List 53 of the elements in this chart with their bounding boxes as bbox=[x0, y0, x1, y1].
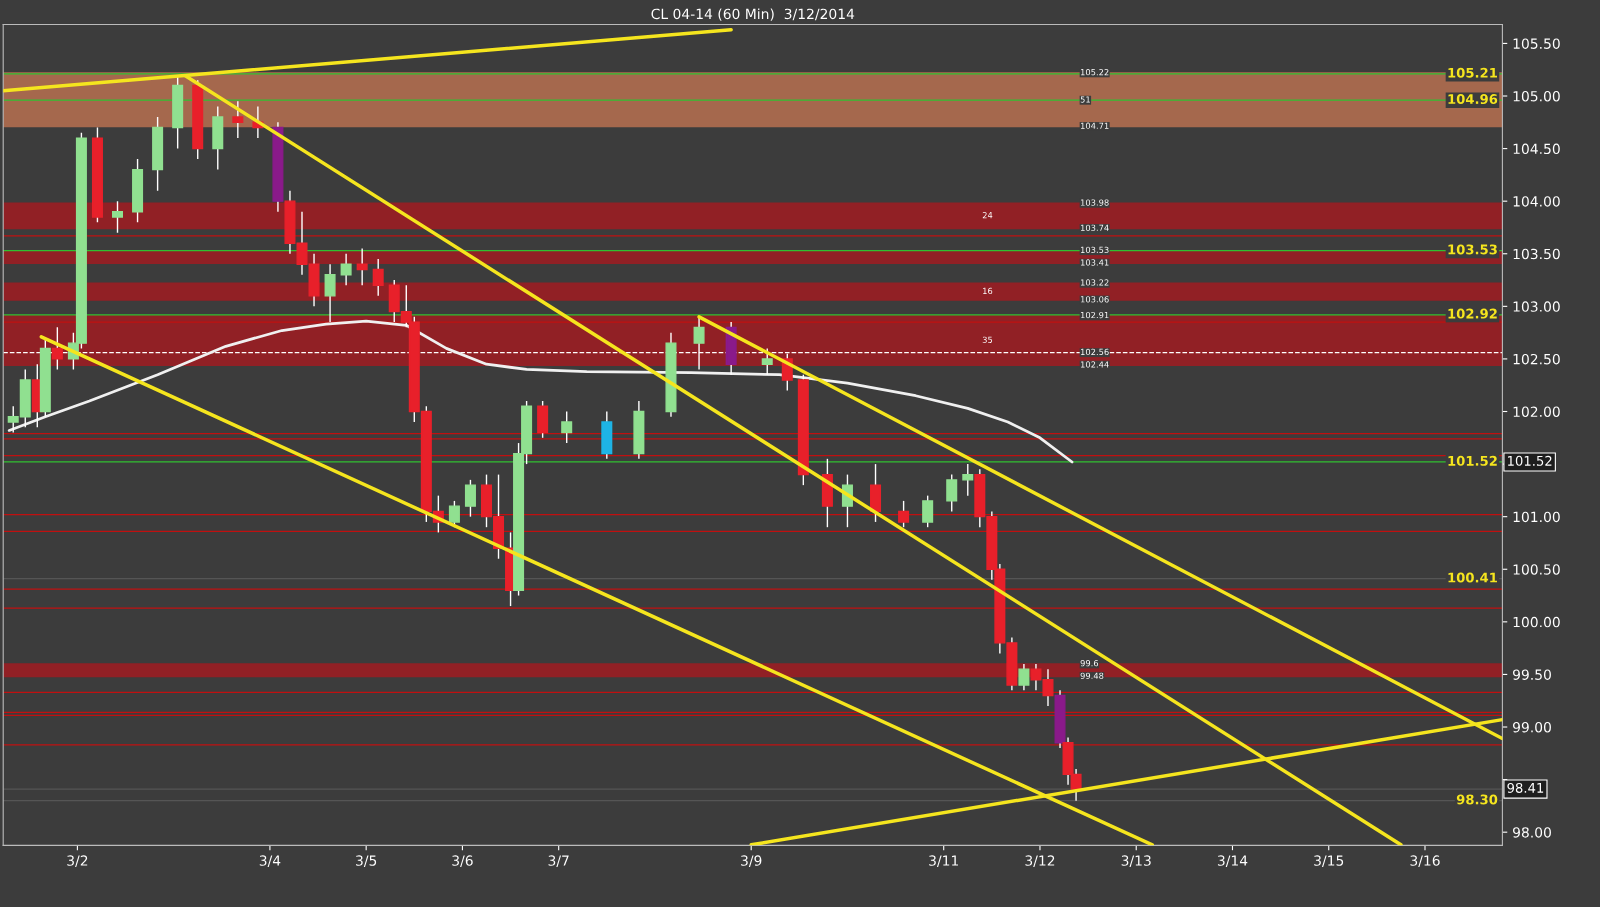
x-tick-label: 3/9 bbox=[741, 855, 762, 867]
band-label: 35 bbox=[982, 336, 993, 343]
x-tick-label: 3/13 bbox=[1121, 855, 1151, 867]
ref-line-label: 103.53 bbox=[1448, 244, 1497, 255]
annotation: 98.41 bbox=[1507, 782, 1544, 793]
ref-line-label: 102.92 bbox=[1448, 308, 1497, 319]
x-tick-label: 3/14 bbox=[1217, 855, 1248, 867]
y-tick-label: 105.00 bbox=[1513, 90, 1560, 102]
x-tick-label: 3/16 bbox=[1410, 855, 1440, 867]
x-tick-label: 3/15 bbox=[1314, 855, 1344, 867]
annotation: 103.74 bbox=[1080, 224, 1109, 231]
annotation: 102.44 bbox=[1080, 361, 1109, 368]
x-tick-label: 3/7 bbox=[548, 855, 569, 867]
annotation: 104.71 bbox=[1080, 122, 1109, 129]
y-tick-label: 103.50 bbox=[1513, 248, 1560, 260]
annotation: 105.22 bbox=[1080, 68, 1109, 76]
ref-line-label: 105.21 bbox=[1448, 67, 1497, 78]
annotation: 103.22 bbox=[1080, 279, 1109, 286]
annotation: 103.53 bbox=[1080, 246, 1109, 254]
ref-line-label: 98.30 bbox=[1456, 794, 1498, 805]
y-tick-label: 104.00 bbox=[1513, 196, 1560, 207]
annotation: 102.56 bbox=[1080, 348, 1109, 356]
y-tick-label: 105.50 bbox=[1513, 38, 1560, 49]
x-tick-label: 3/11 bbox=[929, 855, 959, 867]
annotation: 103.41 bbox=[1080, 259, 1109, 266]
y-tick-label: 99.50 bbox=[1513, 669, 1551, 680]
band-label: 16 bbox=[983, 287, 993, 295]
annotation: 51 bbox=[1080, 96, 1090, 103]
y-tick-label: 104.50 bbox=[1513, 143, 1560, 155]
y-tick-label: 103.00 bbox=[1513, 301, 1560, 312]
y-tick-label: 101.00 bbox=[1513, 511, 1560, 523]
annotation: 101.52 bbox=[1508, 455, 1552, 466]
x-tick-label: 3/2 bbox=[67, 855, 88, 867]
annotation: 99.6 bbox=[1080, 660, 1099, 667]
x-tick-label: 3/5 bbox=[356, 855, 377, 867]
band-label: 24 bbox=[982, 212, 993, 219]
x-tick-label: 3/12 bbox=[1025, 855, 1055, 867]
y-tick-label: 98.00 bbox=[1513, 827, 1551, 838]
x-tick-label: 3/6 bbox=[452, 855, 473, 867]
ref-line-label: 100.41 bbox=[1448, 572, 1497, 583]
chart-title: CL 04-14 (60 Min) 3/12/2014 bbox=[651, 8, 855, 21]
annotation: 103.06 bbox=[1080, 296, 1109, 303]
y-tick-label: 102.50 bbox=[1513, 353, 1560, 365]
x-tick-label: 3/4 bbox=[259, 855, 281, 867]
y-tick-label: 99.00 bbox=[1513, 721, 1551, 733]
y-tick-label: 100.50 bbox=[1513, 564, 1560, 575]
y-tick-label: 102.00 bbox=[1513, 406, 1560, 417]
annotation: 103.98 bbox=[1080, 199, 1109, 206]
ref-line-label: 101.52 bbox=[1448, 455, 1497, 466]
y-tick-label: 100.00 bbox=[1513, 616, 1560, 628]
ref-line-label: 104.96 bbox=[1448, 94, 1498, 105]
annotation: 99.48 bbox=[1080, 672, 1104, 679]
annotation: 102.91 bbox=[1080, 311, 1109, 319]
